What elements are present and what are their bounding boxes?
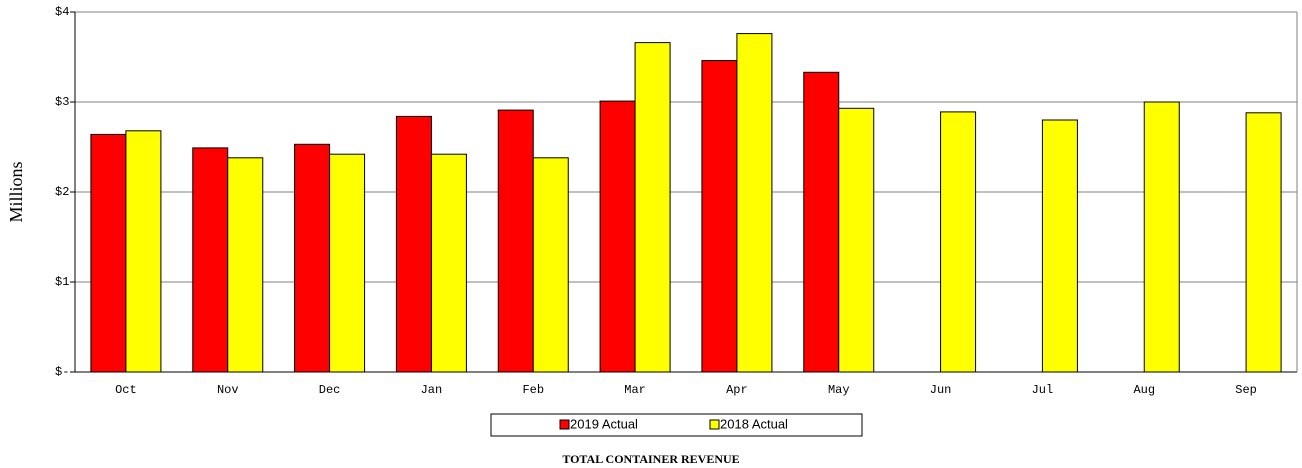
x-tick-label: Sep xyxy=(1235,383,1257,397)
y-tick-label: $4 xyxy=(55,5,69,19)
legend-swatch xyxy=(559,419,570,430)
bar xyxy=(1143,101,1180,373)
bar xyxy=(532,157,569,373)
legend-swatch xyxy=(709,419,720,430)
chart-title: TOTAL CONTAINER REVENUE xyxy=(562,452,739,466)
legend-box xyxy=(490,413,863,437)
y-tick-label: $- xyxy=(55,365,69,379)
x-tick-label: Feb xyxy=(522,383,544,397)
x-tick-label: Aug xyxy=(1133,383,1155,397)
y-tick-label: $1 xyxy=(55,275,69,289)
x-tick-label: Mar xyxy=(624,383,646,397)
bar xyxy=(294,143,331,373)
x-tick-label: Nov xyxy=(217,383,239,397)
x-tick-label: Jul xyxy=(1032,383,1054,397)
legend-label: 2019 Actual xyxy=(570,416,638,431)
x-tick-label: Jun xyxy=(930,383,952,397)
bar xyxy=(803,71,840,373)
bar xyxy=(599,100,636,373)
bar xyxy=(125,130,162,373)
bar xyxy=(701,60,738,373)
x-tick-label: Dec xyxy=(319,383,341,397)
bar xyxy=(940,111,977,373)
x-tick-label: Oct xyxy=(115,383,137,397)
legend-label: 2018 Actual xyxy=(720,416,788,431)
bar xyxy=(1041,119,1078,373)
x-tick-label: Jan xyxy=(421,383,443,397)
bar xyxy=(395,115,432,373)
bar xyxy=(329,153,366,373)
bar xyxy=(90,133,127,373)
y-tick-label: $3 xyxy=(55,95,69,109)
x-tick-label: May xyxy=(828,383,850,397)
bar xyxy=(838,107,875,373)
bar xyxy=(227,157,264,373)
x-tick-label: Apr xyxy=(726,383,748,397)
bar xyxy=(1245,112,1282,373)
y-axis-label: Millions xyxy=(6,161,26,222)
bar xyxy=(192,147,229,373)
y-tick-label: $2 xyxy=(55,185,69,199)
bar xyxy=(736,33,773,373)
bar xyxy=(430,153,467,373)
bar xyxy=(497,109,534,373)
bar xyxy=(634,42,671,373)
